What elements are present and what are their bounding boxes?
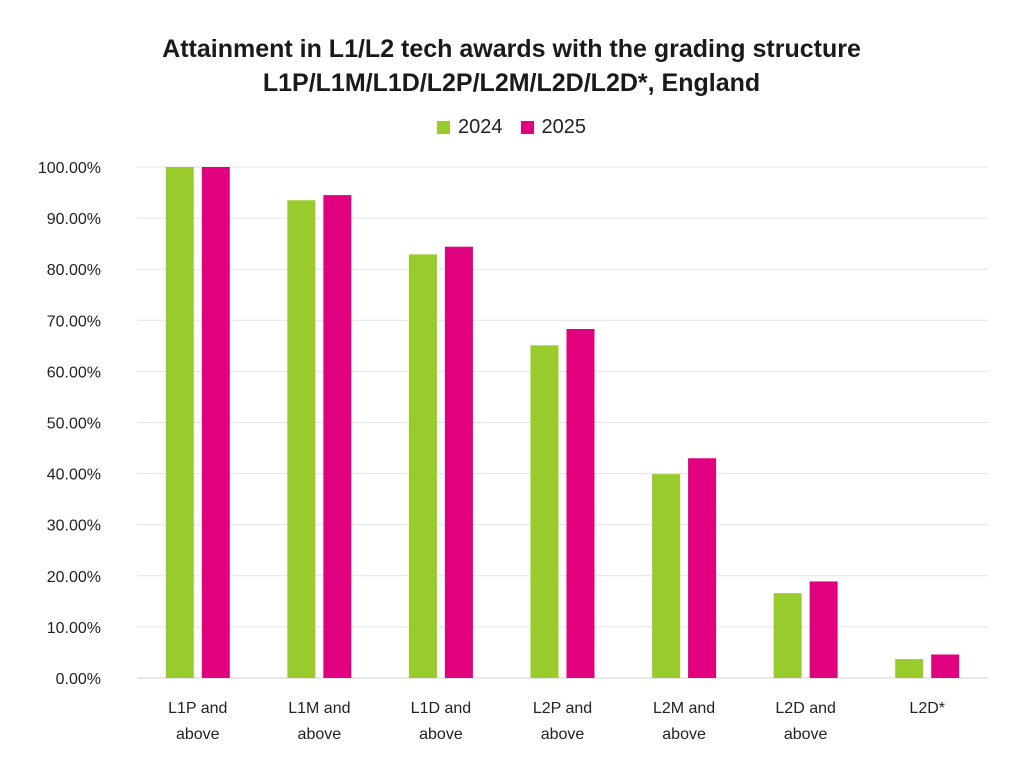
x-tick-label-2: L1D and above bbox=[411, 700, 472, 743]
y-tick-label-8: 80.00% bbox=[47, 262, 101, 279]
legend-item-2024: 2024 bbox=[437, 116, 503, 139]
y-tick-label-10: 100.00% bbox=[38, 160, 101, 177]
x-tick-label-3: L2P and above bbox=[533, 700, 592, 743]
bar-2024-4 bbox=[652, 474, 681, 678]
bar-2025-5 bbox=[809, 581, 838, 678]
legend-label-2024: 2024 bbox=[458, 116, 503, 138]
legend-label-2025: 2025 bbox=[541, 116, 587, 138]
y-tick-label-2: 20.00% bbox=[47, 569, 101, 586]
legend-swatch-2025 bbox=[520, 121, 534, 134]
y-tick-label-5: 50.00% bbox=[47, 416, 101, 433]
x-tick-label-6: L2D* bbox=[909, 700, 945, 717]
bar-2024-2 bbox=[408, 254, 437, 679]
y-tick-label-9: 90.00% bbox=[47, 211, 101, 228]
bar-2025-1 bbox=[323, 195, 352, 679]
y-tick-label-1: 10.00% bbox=[47, 620, 101, 637]
x-tick-label-4: L2M and above bbox=[653, 700, 715, 743]
bar-2024-6 bbox=[895, 659, 924, 678]
bar-2025-4 bbox=[688, 458, 717, 678]
y-tick-label-3: 30.00% bbox=[47, 518, 101, 535]
legend-item-2025: 2025 bbox=[520, 116, 587, 139]
y-tick-label-4: 40.00% bbox=[47, 467, 101, 484]
y-tick-label-0: 0.00% bbox=[56, 671, 101, 688]
chart-title-line-1: Attainment in L1/L2 tech awards with the… bbox=[162, 35, 861, 63]
bar-2024-1 bbox=[287, 200, 316, 678]
bar-2025-3 bbox=[566, 328, 595, 678]
legend-swatch-2024 bbox=[437, 121, 450, 134]
bar-2025-2 bbox=[444, 246, 473, 678]
legend: 2024 2025 bbox=[0, 116, 1023, 139]
bar-2024-0 bbox=[165, 167, 194, 678]
y-tick-label-6: 60.00% bbox=[47, 364, 101, 381]
x-tick-label-1: L1M and above bbox=[288, 700, 350, 743]
bar-2025-6 bbox=[931, 654, 960, 678]
chart-title: Attainment in L1/L2 tech awards with the… bbox=[0, 32, 1023, 100]
x-tick-label-5: L2D and above bbox=[775, 700, 836, 743]
bar-2024-5 bbox=[773, 593, 802, 678]
bar-2024-3 bbox=[530, 345, 559, 678]
x-tick-label-0: L1P and above bbox=[168, 700, 227, 743]
chart-title-line-2: L1P/L1M/L1D/L2P/L2M/L2D/L2D*, England bbox=[262, 69, 761, 97]
bar-2025-0 bbox=[201, 167, 230, 678]
y-tick-label-7: 70.00% bbox=[47, 313, 101, 330]
